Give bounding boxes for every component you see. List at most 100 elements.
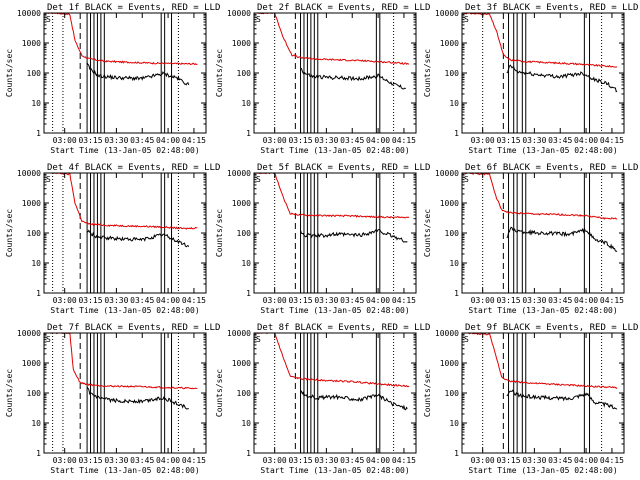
x-tick-label: 04:15	[182, 136, 206, 145]
detector-panel-7: Det 7f BLACK = Events, RED = LLD S 1 10 100 1…	[5, 323, 220, 475]
y-tick-label: 1000	[22, 199, 41, 208]
y-tick-label: 1	[454, 129, 459, 138]
plot-area	[254, 13, 410, 133]
corner-label: S	[256, 15, 261, 24]
y-tick-label: 10000	[227, 329, 251, 338]
x-axis-label: Start Time (13-Jan-05 02:48:00)	[50, 146, 199, 155]
x-tick-label: 03:00	[263, 296, 287, 305]
x-tick-label: 04:00	[156, 136, 180, 145]
y-tick-label: 100	[237, 229, 252, 238]
x-tick-label: 03:45	[130, 296, 154, 305]
plot-frame	[43, 172, 207, 294]
x-axis-label: Start Time (13-Jan-05 02:48:00)	[468, 306, 617, 315]
x-tick-label: 04:00	[574, 136, 598, 145]
y-tick-label: 10	[449, 99, 459, 108]
y-axis-label: Counts/sec	[423, 369, 432, 417]
detector-panel-1: Det 1f BLACK = Events, RED = LLD S 1 10 100 1…	[5, 3, 220, 155]
x-tick-label: 03:30	[104, 296, 128, 305]
plot-area	[462, 333, 618, 453]
plot-frame	[461, 332, 625, 454]
y-tick-label: 1	[36, 449, 41, 458]
x-tick-label: 03:30	[314, 296, 338, 305]
lld-series-line	[44, 333, 198, 390]
plot-frame	[461, 12, 625, 134]
corner-label: S	[256, 175, 261, 184]
y-tick-label: 100	[27, 229, 42, 238]
events-series-line	[300, 390, 408, 411]
lld-series-line	[462, 13, 618, 68]
x-tick-label: 04:15	[600, 296, 624, 305]
y-tick-label: 10	[449, 419, 459, 428]
y-tick-label: 10000	[435, 169, 459, 178]
x-tick-label: 03:00	[263, 136, 287, 145]
x-tick-label: 03:45	[130, 136, 154, 145]
detector-panel-3: Det 3f BLACK = Events, RED = LLD S 1 10 100 1…	[423, 3, 638, 155]
x-axis-label: Start Time (13-Jan-05 02:48:00)	[260, 466, 409, 475]
x-tick-label: 03:30	[104, 456, 128, 465]
lld-series-line	[462, 333, 618, 389]
panel-title: Det 9f BLACK = Events, RED = LLD	[465, 323, 638, 333]
detector-panel-6: Det 6f BLACK = Events, RED = LLD S 1 10 100 1…	[423, 163, 638, 315]
x-tick-label: 04:15	[392, 296, 416, 305]
y-tick-label: 1000	[232, 39, 251, 48]
corner-label: S	[46, 175, 51, 184]
x-tick-label: 04:00	[366, 456, 390, 465]
y-tick-label: 100	[27, 389, 42, 398]
y-tick-label: 10000	[227, 169, 251, 178]
x-axis-label: Start Time (13-Jan-05 02:48:00)	[50, 466, 199, 475]
x-tick-label: 03:15	[288, 296, 312, 305]
y-tick-label: 100	[445, 229, 460, 238]
corner-label: S	[464, 335, 469, 344]
x-axis-label: Start Time (13-Jan-05 02:48:00)	[468, 466, 617, 475]
events-series-line	[86, 229, 190, 248]
panel-title: Det 2f BLACK = Events, RED = LLD	[257, 3, 430, 13]
plot-area	[44, 173, 198, 293]
panel-title: Det 7f BLACK = Events, RED = LLD	[47, 323, 220, 333]
x-tick-label: 03:15	[78, 456, 102, 465]
x-tick-label: 03:00	[471, 296, 495, 305]
y-tick-label: 10000	[17, 9, 41, 18]
lld-series-line	[462, 173, 618, 220]
x-tick-label: 04:15	[392, 456, 416, 465]
y-tick-label: 1	[246, 449, 251, 458]
x-tick-label: 03:45	[340, 456, 364, 465]
x-tick-label: 03:30	[314, 456, 338, 465]
x-tick-label: 04:00	[156, 456, 180, 465]
events-series-line	[86, 62, 190, 86]
y-axis-label: Counts/sec	[423, 209, 432, 257]
y-tick-label: 10	[31, 419, 41, 428]
detector-panel-9: Det 9f BLACK = Events, RED = LLD S 1 10 100 1…	[423, 323, 638, 475]
x-axis-label: Start Time (13-Jan-05 02:48:00)	[50, 306, 199, 315]
x-tick-label: 03:45	[548, 456, 572, 465]
y-axis-label: Counts/sec	[215, 369, 224, 417]
y-tick-label: 100	[237, 389, 252, 398]
x-tick-label: 03:45	[548, 296, 572, 305]
corner-label: S	[46, 335, 51, 344]
y-tick-label: 100	[237, 69, 252, 78]
y-axis-label: Counts/sec	[215, 49, 224, 97]
x-tick-label: 03:45	[340, 136, 364, 145]
y-tick-label: 1	[36, 289, 41, 298]
x-tick-label: 04:00	[366, 136, 390, 145]
x-tick-label: 03:30	[522, 296, 546, 305]
plot-frame	[253, 332, 417, 454]
corner-label: S	[46, 15, 51, 24]
y-tick-label: 10	[449, 259, 459, 268]
events-series-line	[506, 226, 618, 252]
x-tick-label: 04:15	[600, 456, 624, 465]
y-tick-label: 1000	[22, 359, 41, 368]
panel-title: Det 1f BLACK = Events, RED = LLD	[47, 3, 220, 13]
y-tick-label: 10000	[17, 169, 41, 178]
lld-series-line	[44, 13, 198, 66]
plot-area	[44, 333, 198, 453]
y-tick-label: 100	[445, 69, 460, 78]
y-tick-label: 10	[31, 259, 41, 268]
x-tick-label: 04:00	[574, 296, 598, 305]
lld-series-line	[44, 173, 198, 230]
x-tick-label: 04:15	[392, 136, 416, 145]
lld-series-line	[254, 173, 410, 219]
x-tick-label: 04:00	[156, 296, 180, 305]
detector-panel-5: Det 5f BLACK = Events, RED = LLD S 1 10 100 1…	[215, 163, 430, 315]
plot-frame	[43, 12, 207, 134]
